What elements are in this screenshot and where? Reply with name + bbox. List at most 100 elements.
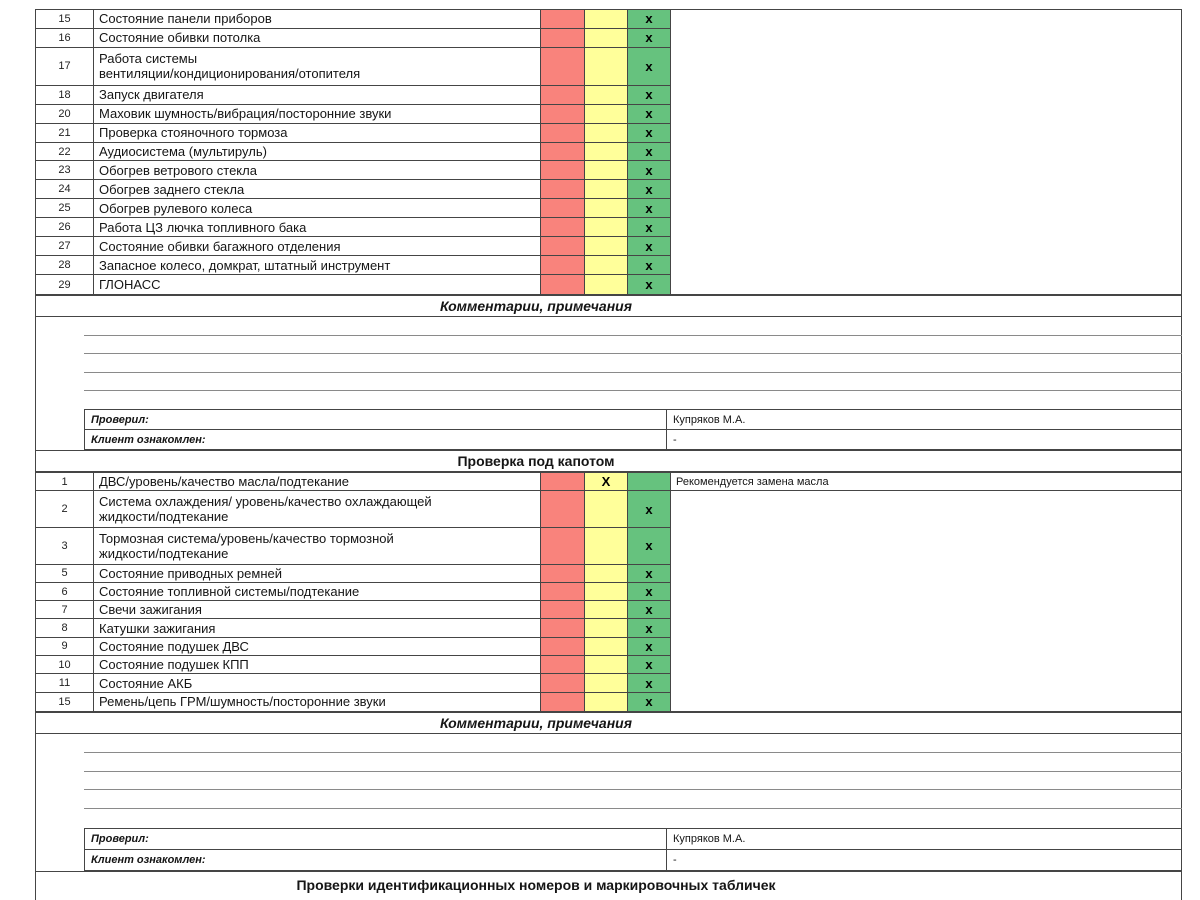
client-informed-row: Клиент ознакомлен: - bbox=[85, 430, 1181, 449]
status-yellow-cell bbox=[585, 619, 628, 638]
client-informed-label: Клиент ознакомлен: bbox=[85, 430, 667, 449]
ruled-line bbox=[84, 317, 1182, 336]
table-row: 10 Состояние подушек КПП x bbox=[36, 656, 1181, 675]
status-yellow-cell: X bbox=[585, 473, 628, 492]
section-title: Проверка под капотом bbox=[457, 453, 615, 469]
client-informed-value: - bbox=[673, 433, 677, 446]
comment-cell bbox=[671, 656, 1181, 674]
status-green-cell: x bbox=[628, 180, 671, 200]
checked-by-value: Купряков М.А. bbox=[673, 413, 746, 426]
check-mark: x bbox=[645, 638, 653, 654]
item-label-cell: Работа ЦЗ лючка топливного бака bbox=[94, 218, 541, 238]
item-label-cell: Система охлаждения/ уровень/качество охл… bbox=[94, 491, 541, 528]
row-number-cell: 15 bbox=[36, 10, 94, 29]
item-label-cell: Запуск двигателя bbox=[94, 85, 541, 105]
row-number-cell: 21 bbox=[36, 123, 94, 143]
comment-cell bbox=[671, 583, 1181, 601]
row-number-cell: 2 bbox=[36, 491, 94, 528]
check-mark: x bbox=[645, 584, 653, 599]
status-red-cell bbox=[541, 256, 585, 276]
under-hood-checklist-table: 1 ДВС/уровень/качество масла/подтекание X Р… bbox=[35, 472, 1182, 712]
item-label-cell: Катушки зажигания bbox=[94, 619, 541, 638]
table-row: 8 Катушки зажигания x bbox=[36, 619, 1181, 638]
row-number-cell: 6 bbox=[36, 582, 94, 602]
item-label-cell: Состояние подушек КПП bbox=[94, 656, 541, 675]
status-red-cell bbox=[541, 582, 585, 602]
status-red-cell bbox=[541, 527, 585, 565]
row-number-cell: 22 bbox=[36, 142, 94, 162]
status-green-cell: x bbox=[628, 256, 671, 276]
ruled-line bbox=[84, 772, 1182, 791]
table-row: 2 Система охлаждения/ уровень/качество ох… bbox=[36, 491, 1181, 528]
comment-cell bbox=[671, 674, 1181, 692]
row-number-cell: 26 bbox=[36, 218, 94, 238]
check-mark: x bbox=[645, 200, 653, 216]
status-green-cell: x bbox=[628, 161, 671, 181]
status-red-cell bbox=[541, 199, 585, 219]
status-red-cell bbox=[541, 123, 585, 143]
check-mark: x bbox=[645, 106, 653, 122]
status-green-cell: x bbox=[628, 237, 671, 257]
row-number-cell: 23 bbox=[36, 161, 94, 181]
status-yellow-cell bbox=[585, 674, 628, 693]
table-row: 21 Проверка стояночного тормоза x bbox=[36, 123, 1181, 143]
interior-checklist-table: 15 Состояние панели приборов x 16 Состояние … bbox=[35, 9, 1182, 295]
item-label-cell: Тормозная система/уровень/качество тормо… bbox=[94, 527, 541, 565]
status-green-cell: x bbox=[628, 564, 671, 583]
row-number-cell: 11 bbox=[36, 674, 94, 693]
client-informed-row: Клиент ознакомлен: - bbox=[85, 850, 1181, 870]
check-mark: x bbox=[645, 538, 653, 554]
table-row: 25 Обогрев рулевого колеса x bbox=[36, 199, 1181, 219]
status-yellow-cell bbox=[585, 491, 628, 528]
comment-cell bbox=[671, 161, 1181, 180]
table-row: 9 Состояние подушек ДВС x bbox=[36, 637, 1181, 657]
row-number-cell: 7 bbox=[36, 601, 94, 620]
check-mark: x bbox=[645, 162, 653, 178]
checked-by-row: Проверил: Купряков М.А. bbox=[85, 829, 1181, 850]
checked-by-label: Проверил: bbox=[85, 410, 667, 429]
item-label-cell: Состояние обивки потолка bbox=[94, 28, 541, 48]
status-yellow-cell bbox=[585, 656, 628, 675]
table-row: 7 Свечи зажигания x bbox=[36, 601, 1181, 620]
signature-block-1: Проверил: Купряков М.А. Клиент ознакомле… bbox=[84, 409, 1182, 450]
check-mark: x bbox=[645, 277, 653, 293]
item-label-cell: ДВС/уровень/качество масла/подтекание bbox=[94, 473, 541, 492]
item-label-cell: Состояние топливной системы/подтекание bbox=[94, 582, 541, 602]
row-number-cell: 24 bbox=[36, 180, 94, 200]
item-label-cell: Состояние подушек ДВС bbox=[94, 637, 541, 657]
status-yellow-cell bbox=[585, 161, 628, 181]
status-red-cell bbox=[541, 601, 585, 620]
checked-by-label: Проверил: bbox=[85, 829, 667, 849]
status-yellow-cell bbox=[585, 28, 628, 48]
status-red-cell bbox=[541, 142, 585, 162]
status-yellow-cell bbox=[585, 637, 628, 657]
status-red-cell bbox=[541, 564, 585, 583]
checked-by-row: Проверил: Купряков М.А. bbox=[85, 410, 1181, 430]
check-mark: x bbox=[645, 30, 653, 46]
check-mark: x bbox=[645, 87, 653, 103]
status-green-cell bbox=[628, 473, 671, 492]
item-label-cell: ГЛОНАСС bbox=[94, 275, 541, 295]
check-mark: x bbox=[645, 675, 653, 691]
status-green-cell: x bbox=[628, 674, 671, 693]
status-red-cell bbox=[541, 674, 585, 693]
comment-cell bbox=[671, 491, 1181, 528]
status-yellow-cell bbox=[585, 582, 628, 602]
check-mark: x bbox=[645, 620, 653, 636]
status-red-cell bbox=[541, 28, 585, 48]
section-header-comments-1: Комментарии, примечания bbox=[35, 295, 1182, 317]
status-yellow-cell bbox=[585, 85, 628, 105]
status-red-cell bbox=[541, 637, 585, 657]
status-red-cell bbox=[541, 10, 585, 29]
row-number-cell: 20 bbox=[36, 104, 94, 124]
row-number-cell: 3 bbox=[36, 527, 94, 565]
section-header-under-hood: Проверка под капотом bbox=[35, 450, 1182, 472]
comment-cell bbox=[671, 10, 1181, 29]
item-label-cell: Обогрев ветрового стекла bbox=[94, 161, 541, 181]
row-number-cell: 25 bbox=[36, 199, 94, 219]
status-yellow-cell bbox=[585, 601, 628, 620]
row-number-cell: 10 bbox=[36, 656, 94, 675]
comment-cell bbox=[671, 275, 1181, 294]
status-green-cell: x bbox=[628, 619, 671, 638]
